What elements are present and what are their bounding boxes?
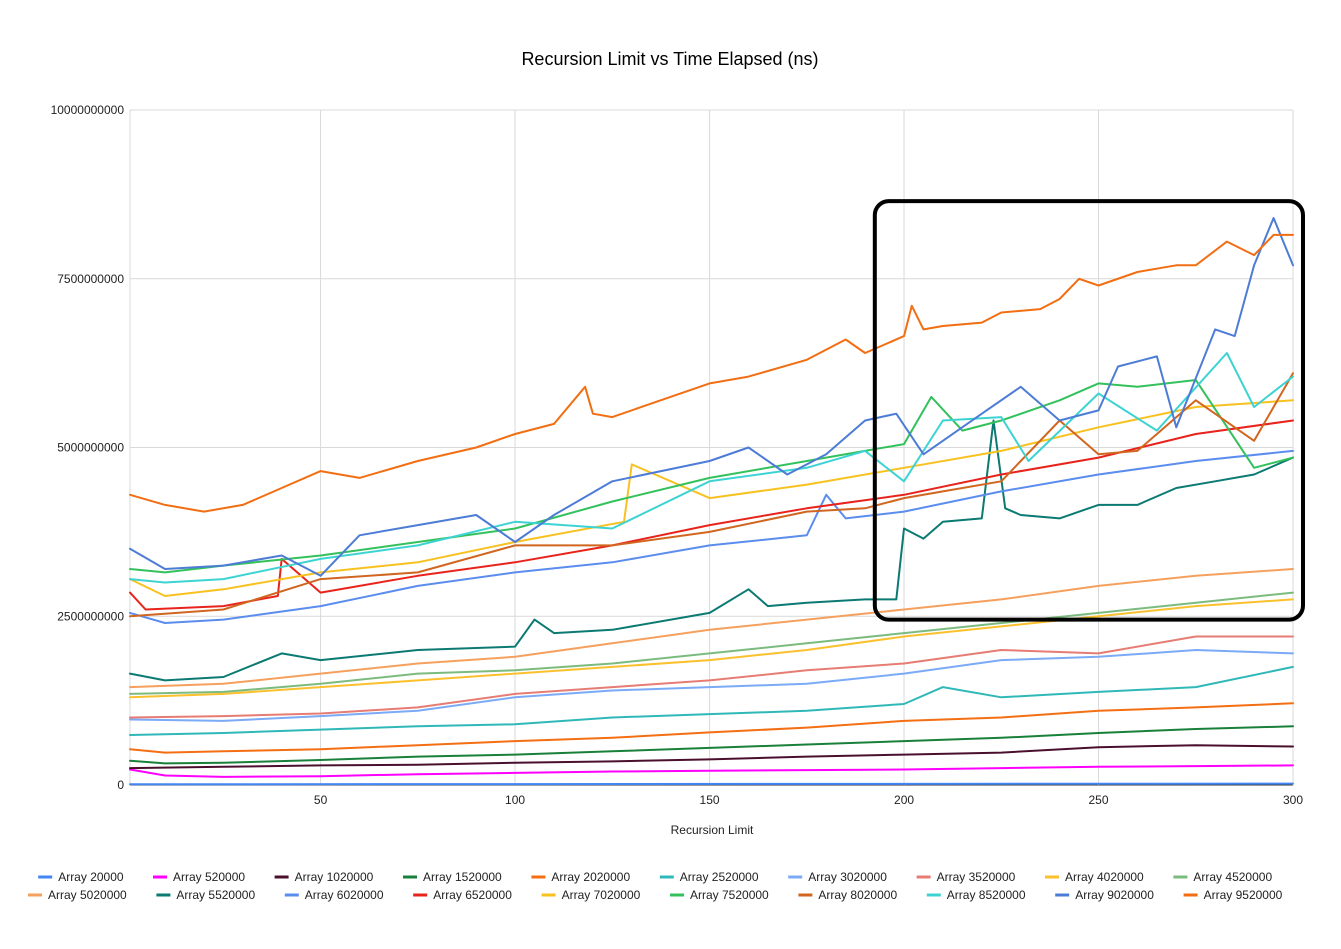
legend-item: Array 2520000 [659,870,759,884]
legend-label: Array 4520000 [1193,870,1272,884]
legend-item: Array 5520000 [156,888,255,902]
legend-label: Array 2520000 [680,870,759,884]
y-tick-label: 0 [117,778,124,792]
series-line-19 [129,217,1294,577]
legend-item: Array 9020000 [1055,888,1154,902]
legend-label: Array 5520000 [176,888,255,902]
legend-label: Array 3520000 [937,870,1016,884]
series-line-20 [129,233,1294,513]
x-tick-label: 250 [1089,793,1109,807]
x-tick-label: 150 [700,793,720,807]
series-line-1 [129,782,1294,786]
series-line-11 [129,568,1294,689]
legend-label: Array 6520000 [433,888,512,902]
chart-title: Recursion Limit vs Time Elapsed (ns) [521,49,818,69]
legend-label: Array 2020000 [551,870,630,884]
x-tick-label: 200 [894,793,914,807]
series-line-4 [129,725,1294,765]
series-line-8 [129,635,1294,719]
legend-label: Array 5020000 [48,888,127,902]
series-line-10 [129,591,1294,695]
legend-item: Array 20000 [38,870,124,884]
legend-item: Array 8020000 [798,888,897,902]
gridlines [129,109,1294,786]
legend-label: Array 8520000 [947,888,1026,902]
series-line-9 [129,598,1294,699]
x-tick-label: 100 [505,793,525,807]
legend-item: Array 5020000 [28,888,127,902]
legend-label: Array 9520000 [1204,888,1283,902]
series-line-5 [129,702,1294,754]
legend-item: Array 4020000 [1045,870,1144,884]
legend-item: Array 1520000 [403,870,502,884]
legend-item: Array 6520000 [413,888,512,902]
legend-label: Array 9020000 [1075,888,1154,902]
legend-item: Array 7020000 [541,888,641,902]
series-line-17 [129,372,1294,618]
y-tick-label: 2500000000 [57,609,124,623]
series-line-13 [129,449,1294,624]
series-line-15 [129,399,1294,597]
tick-labels: 0 2500000000 5000000000 7500000000 100000000… [51,103,1304,807]
legend-item: Array 7520000 [670,888,769,902]
legend-label: Array 3020000 [808,870,887,884]
legend-label: Array 1020000 [295,870,374,884]
legend-label: Array 6020000 [305,888,384,902]
legend-item: Array 3020000 [788,870,887,884]
legend-item: Array 6020000 [284,888,384,902]
series-line-16 [129,379,1294,574]
series-lines [129,217,1294,786]
y-tick-label: 7500000000 [57,272,124,286]
y-tick-label: 5000000000 [57,441,124,455]
legend-item: Array 3520000 [916,870,1016,884]
highlight-box [872,199,1306,622]
series-line-12 [129,419,1294,682]
legend-item: Array 8520000 [926,888,1026,902]
legend-label: Array 8020000 [818,888,897,902]
legend-item: Array 520000 [153,870,245,884]
legend-item: Array 2020000 [531,870,630,884]
x-tick-label: 300 [1283,793,1303,807]
legend-label: Array 7520000 [690,888,769,902]
series-line-2 [129,764,1294,778]
series-line-7 [129,649,1294,722]
legend: Array 20000 Array 520000 Array 1020000 Arra… [28,870,1283,902]
legend-label: Array 20000 [58,870,124,884]
y-tick-label: 10000000000 [51,103,125,117]
legend-label: Array 520000 [173,870,245,884]
legend-item: Array 1020000 [274,870,374,884]
legend-item: Array 9520000 [1183,888,1283,902]
series-line-18 [129,352,1294,584]
legend-label: Array 7020000 [562,888,641,902]
x-axis-title: Recursion Limit [671,823,754,837]
legend-label: Array 1520000 [423,870,502,884]
annotation-layer [872,199,1306,622]
series-line-3 [129,744,1294,770]
x-tick-label: 50 [314,793,328,807]
legend-item: Array 4520000 [1173,870,1272,884]
series-line-6 [129,665,1294,736]
legend-label: Array 4020000 [1065,870,1144,884]
